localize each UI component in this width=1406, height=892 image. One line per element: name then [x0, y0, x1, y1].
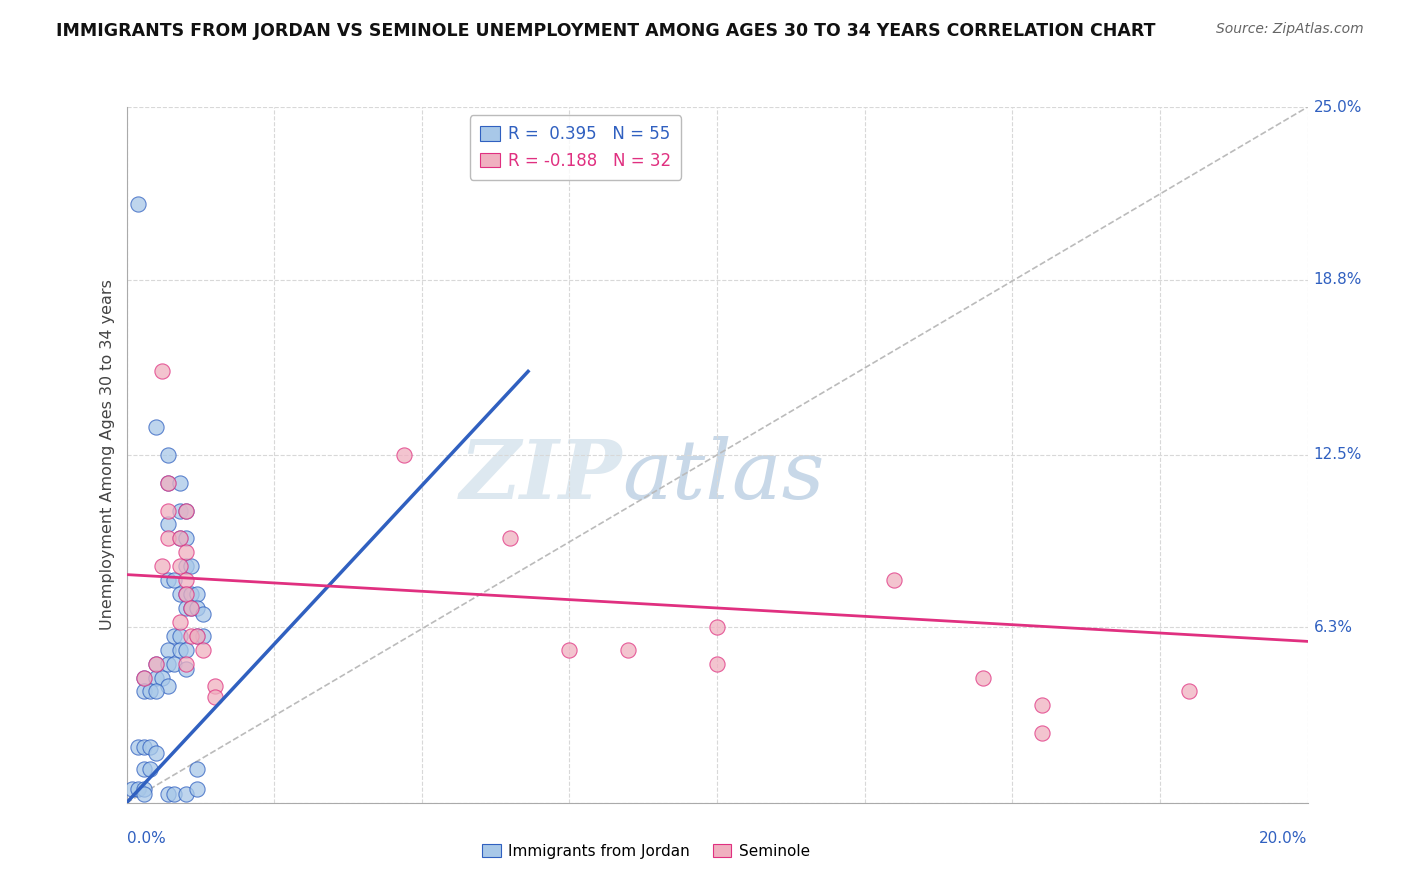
- Point: [193, 607, 215, 621]
- Point: [134, 684, 156, 698]
- Text: 0.0%: 0.0%: [127, 830, 166, 846]
- Point: [186, 781, 208, 796]
- Point: [156, 503, 179, 517]
- Text: 12.5%: 12.5%: [1313, 448, 1362, 462]
- Text: 20.0%: 20.0%: [1260, 830, 1308, 846]
- Point: [174, 503, 197, 517]
- Point: [156, 517, 179, 532]
- Point: [145, 657, 167, 671]
- Text: 18.8%: 18.8%: [1313, 272, 1362, 287]
- Point: [169, 559, 191, 574]
- Point: [134, 671, 156, 685]
- Point: [174, 503, 197, 517]
- Point: [169, 532, 191, 546]
- Text: 25.0%: 25.0%: [1313, 100, 1362, 114]
- Point: [156, 448, 179, 462]
- Point: [163, 657, 186, 671]
- Text: atlas: atlas: [623, 436, 825, 516]
- Point: [169, 503, 191, 517]
- Point: [706, 620, 728, 634]
- Text: IMMIGRANTS FROM JORDAN VS SEMINOLE UNEMPLOYMENT AMONG AGES 30 TO 34 YEARS CORREL: IMMIGRANTS FROM JORDAN VS SEMINOLE UNEMP…: [56, 22, 1156, 40]
- Point: [134, 781, 156, 796]
- Point: [156, 657, 179, 671]
- Point: [180, 629, 202, 643]
- Point: [174, 642, 197, 657]
- Point: [186, 629, 208, 643]
- Point: [150, 364, 173, 378]
- Y-axis label: Unemployment Among Ages 30 to 34 years: Unemployment Among Ages 30 to 34 years: [100, 279, 115, 631]
- Point: [127, 740, 149, 755]
- Point: [134, 671, 156, 685]
- Point: [174, 587, 197, 601]
- Point: [186, 763, 208, 777]
- Text: Source: ZipAtlas.com: Source: ZipAtlas.com: [1216, 22, 1364, 37]
- Point: [193, 629, 215, 643]
- Text: ZIP: ZIP: [460, 436, 623, 516]
- Point: [156, 679, 179, 693]
- Point: [145, 671, 167, 685]
- Point: [180, 601, 202, 615]
- Point: [180, 559, 202, 574]
- Point: [1031, 726, 1053, 740]
- Point: [174, 545, 197, 559]
- Point: [169, 629, 191, 643]
- Point: [145, 684, 167, 698]
- Point: [121, 781, 143, 796]
- Point: [174, 532, 197, 546]
- Point: [174, 662, 197, 676]
- Point: [150, 559, 173, 574]
- Point: [169, 475, 191, 490]
- Legend: Immigrants from Jordan, Seminole: Immigrants from Jordan, Seminole: [477, 838, 815, 864]
- Point: [156, 788, 179, 802]
- Point: [134, 740, 156, 755]
- Point: [1178, 684, 1201, 698]
- Point: [156, 642, 179, 657]
- Point: [145, 657, 167, 671]
- Point: [139, 740, 162, 755]
- Point: [174, 573, 197, 587]
- Point: [1031, 698, 1053, 713]
- Text: 6.3%: 6.3%: [1313, 620, 1353, 635]
- Point: [163, 788, 186, 802]
- Point: [204, 679, 226, 693]
- Point: [169, 642, 191, 657]
- Point: [145, 746, 167, 760]
- Point: [163, 629, 186, 643]
- Point: [145, 420, 167, 434]
- Point: [392, 448, 415, 462]
- Point: [127, 197, 149, 211]
- Point: [186, 601, 208, 615]
- Point: [558, 642, 581, 657]
- Point: [617, 642, 640, 657]
- Point: [706, 657, 728, 671]
- Point: [169, 532, 191, 546]
- Point: [169, 615, 191, 629]
- Point: [174, 587, 197, 601]
- Point: [972, 671, 994, 685]
- Point: [156, 573, 179, 587]
- Point: [139, 763, 162, 777]
- Point: [186, 629, 208, 643]
- Point: [163, 573, 186, 587]
- Point: [127, 781, 149, 796]
- Point: [180, 587, 202, 601]
- Point: [883, 573, 905, 587]
- Point: [139, 684, 162, 698]
- Point: [174, 657, 197, 671]
- Point: [156, 475, 179, 490]
- Point: [186, 587, 208, 601]
- Point: [169, 587, 191, 601]
- Point: [174, 559, 197, 574]
- Point: [180, 601, 202, 615]
- Point: [499, 532, 522, 546]
- Point: [156, 475, 179, 490]
- Point: [134, 788, 156, 802]
- Point: [174, 788, 197, 802]
- Point: [134, 763, 156, 777]
- Point: [204, 690, 226, 704]
- Point: [156, 532, 179, 546]
- Point: [174, 601, 197, 615]
- Point: [150, 671, 173, 685]
- Point: [193, 642, 215, 657]
